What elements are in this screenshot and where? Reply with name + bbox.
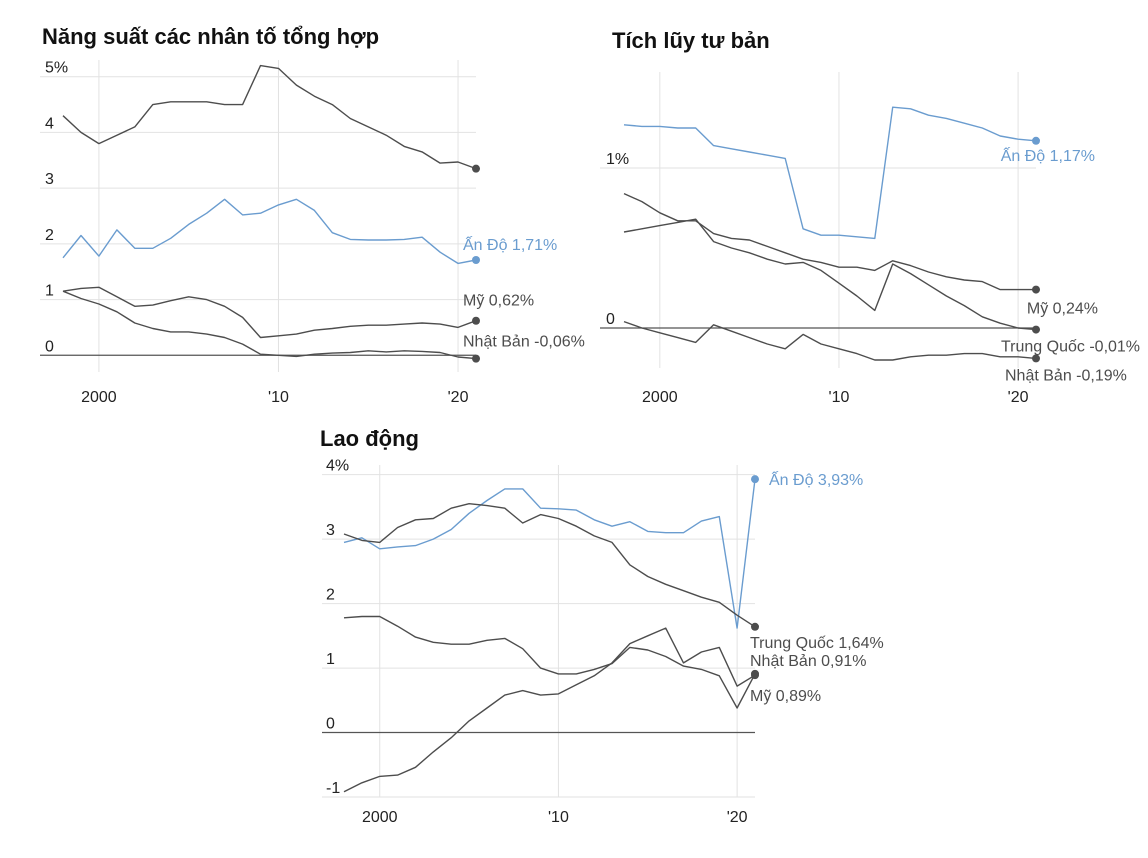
y-tick-label: 5%	[45, 60, 68, 77]
series-line-ấn-độ	[343, 479, 756, 629]
series-line-ấn-độ	[623, 106, 1037, 240]
y-tick-label: 1%	[606, 151, 629, 168]
series-end-label: Ấn Độ 1,71%	[463, 235, 557, 254]
series-end-dot	[472, 354, 480, 363]
series-line-nhật-bản	[623, 320, 1037, 361]
series-line-trung-quốc	[62, 64, 477, 170]
x-tick-label: '20	[727, 809, 748, 826]
x-tick-label: 2000	[362, 809, 398, 826]
series-end-label: Trung Quốc 1,64%	[750, 635, 884, 652]
series-end-label: Mỹ 0,89%	[750, 688, 821, 705]
x-tick-label: '20	[1008, 389, 1029, 406]
y-tick-label: 4	[45, 115, 54, 132]
x-tick-label: '10	[548, 809, 569, 826]
y-tick-label: 0	[326, 716, 335, 733]
x-tick-label: '10	[268, 389, 289, 406]
series-end-label: Nhật Bản -0,06%	[463, 334, 585, 351]
series-end-dot	[1032, 136, 1040, 145]
y-tick-label: 3	[326, 522, 335, 539]
chart-title: Lao động	[320, 426, 419, 451]
series-end-label: Nhật Bản -0,19%	[1005, 367, 1127, 384]
series-line-mỹ	[343, 627, 756, 793]
y-tick-label: 3	[45, 171, 54, 188]
series-line-nhật-bản	[343, 615, 756, 709]
series-end-label: Mỹ 0,24%	[1027, 301, 1098, 318]
series-line-mỹ	[623, 218, 1037, 331]
series-end-dot	[1032, 285, 1040, 294]
series-end-dot	[1032, 354, 1040, 363]
series-end-label: Mỹ 0,62%	[463, 293, 534, 310]
series-line-trung-quốc	[343, 503, 756, 628]
y-tick-label: 1	[45, 283, 54, 300]
y-tick-label: -1	[326, 780, 340, 797]
series-end-dot	[751, 622, 759, 631]
y-tick-label: 0	[606, 311, 615, 328]
series-end-label: Nhật Bản 0,91%	[750, 653, 867, 670]
y-tick-label: 2	[326, 587, 335, 604]
series-end-dot	[1032, 325, 1040, 334]
series-line-mỹ	[62, 286, 477, 339]
series-end-dot	[472, 316, 480, 325]
series-end-dot	[472, 164, 480, 173]
chart-panel-2: Tích lũy tư bản 1% 0 2000 '10 '20 Ấn Độ 1,17% M…	[600, 28, 1140, 406]
y-tick-label: 2	[45, 227, 54, 244]
series-line-trung-quốc	[623, 192, 1036, 291]
chart-panel-3: Lao động 4% 3 2 1 0 -1 2000 '10 '20 Ấn Độ 3,93% Tru…	[320, 426, 884, 826]
chart-title: Tích lũy tư bản	[612, 28, 770, 53]
series-end-label: Ấn Độ 3,93%	[769, 470, 863, 489]
series-end-label: Trung Quốc -0,01%	[1001, 339, 1140, 356]
chart-panel-1: Năng suất các nhân tố tổng hợp 5% 4 3 2 1 0 200…	[40, 24, 585, 406]
x-tick-label: 2000	[642, 389, 678, 406]
series-end-label: Ấn Độ 1,17%	[1001, 146, 1095, 165]
y-tick-label: 4%	[326, 458, 349, 475]
series-end-dot	[751, 475, 759, 484]
series-end-dot	[751, 671, 759, 680]
y-tick-label: 0	[45, 338, 54, 355]
x-tick-label: '10	[829, 389, 850, 406]
y-tick-label: 1	[326, 651, 335, 668]
series-line-ấn-độ	[62, 198, 477, 265]
chart-title: Năng suất các nhân tố tổng hợp	[42, 24, 379, 49]
series-end-dot	[472, 256, 480, 265]
series-line-nhật-bản	[62, 290, 477, 360]
x-tick-label: 2000	[81, 389, 117, 406]
x-tick-label: '20	[448, 389, 469, 406]
